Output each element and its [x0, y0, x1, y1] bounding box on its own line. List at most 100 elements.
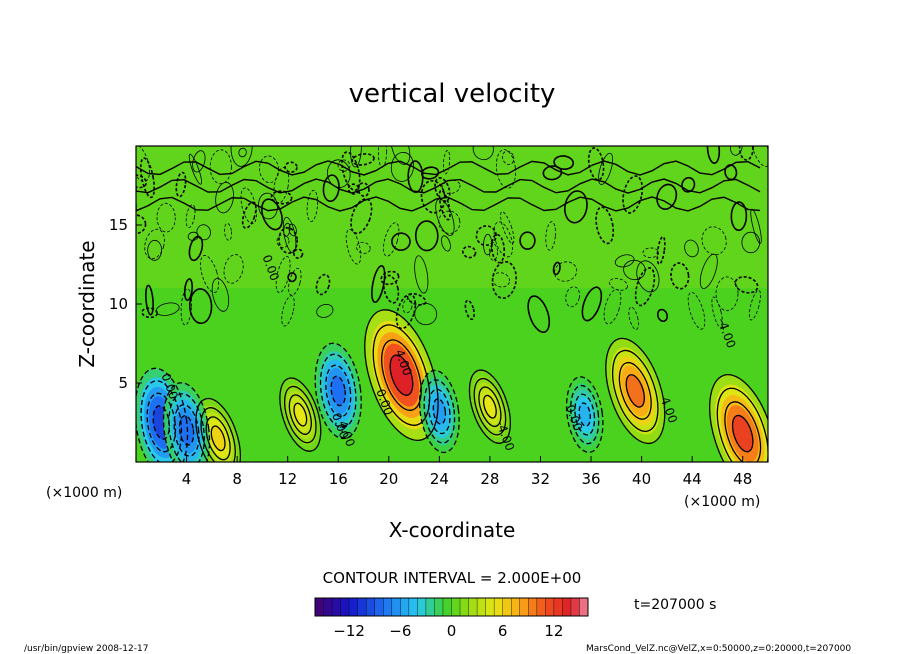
- contour-ring: [173, 404, 200, 457]
- footer-right: MarsCond_VelZ.nc@VelZ,x=0:50000,z=0:2000…: [586, 644, 851, 654]
- contour-ring: [574, 393, 596, 436]
- turbulence-contour: [748, 289, 761, 321]
- turbulence-contour: [656, 235, 666, 265]
- turbulence-contour: [738, 146, 754, 161]
- turbulence-contour: [545, 221, 556, 251]
- contour-ring-set: [605, 337, 666, 445]
- turbulence-contour: [502, 150, 515, 165]
- turbulence-contour: [628, 306, 639, 330]
- colorbar-cell: [332, 598, 341, 616]
- turbulence-contour: [382, 274, 400, 304]
- turbulence-contour: [598, 152, 614, 185]
- turbulence-contour: [241, 201, 257, 229]
- x-tick-label: 16: [329, 470, 348, 488]
- contour-interval: CONTOUR INTERVAL = 2.000E+00: [323, 569, 582, 587]
- turbulence-contour: [278, 226, 299, 254]
- colorbar-cell: [357, 598, 367, 616]
- turbulence-contour: [491, 233, 506, 264]
- contour-ring: [162, 382, 211, 462]
- turbulence-contour: [681, 176, 696, 193]
- turbulence-contour: [734, 276, 759, 294]
- turbulence-contour: [215, 181, 234, 214]
- colorbar-cell: [579, 598, 589, 616]
- contour-ring: [578, 402, 591, 427]
- turbulence-contour: [230, 146, 253, 167]
- contour-ring: [478, 386, 502, 428]
- colorbar-tick-label: −6: [389, 622, 411, 640]
- turbulence-contour: [209, 149, 232, 185]
- turbulence-contour: [614, 254, 635, 268]
- colorbar-tick-label: −12: [333, 622, 365, 640]
- turbulence-contour: [402, 298, 413, 314]
- x-unit-left: (×1000 m): [46, 485, 122, 501]
- contour-ring: [423, 379, 456, 444]
- turbulence-contour: [223, 254, 244, 284]
- turbulence-contour: [623, 259, 646, 281]
- turbulence-contour: [609, 277, 628, 291]
- x-tick-label: 40: [632, 470, 651, 488]
- y-axis-label: Z-coordinate: [75, 240, 99, 367]
- colorbar-cell: [391, 598, 401, 616]
- contour-ring: [611, 349, 659, 432]
- contour-lines: [136, 146, 768, 462]
- turbulence-contour: [383, 222, 400, 257]
- contour-ring: [325, 364, 352, 418]
- turbulence-contour: [656, 183, 678, 210]
- contour-ring-set: [314, 342, 362, 440]
- turbulence-contour: [495, 149, 516, 189]
- downdraft-cell: [315, 343, 362, 439]
- contour-ring: [724, 401, 762, 462]
- turbulence-contour: [273, 167, 290, 204]
- contour-ring: [381, 339, 422, 411]
- contour-ring: [389, 354, 414, 396]
- turbulence-contour: [684, 239, 699, 258]
- colorbar-cell: [417, 598, 427, 616]
- turbulence-contour: [438, 210, 461, 234]
- contour-ring: [716, 387, 768, 462]
- turbulence-contour: [316, 303, 334, 318]
- turbulence-contour: [145, 284, 154, 316]
- colorbar-cell: [485, 598, 495, 616]
- contour-ring-set: [468, 369, 511, 444]
- turbulence-contour: [488, 243, 498, 261]
- contour-ring: [418, 369, 460, 454]
- turbulence-contour: [188, 235, 204, 262]
- colorbar-cell: [536, 598, 546, 616]
- turbulence-contour: [288, 223, 297, 237]
- colorbar-cell: [442, 598, 452, 616]
- contour-ring: [731, 414, 754, 453]
- x-tick-label: 20: [379, 470, 398, 488]
- x-tick-label: 4: [182, 470, 192, 488]
- turbulence-contour: [527, 295, 551, 334]
- turbulence-contour: [259, 155, 280, 184]
- colorbar-cell: [468, 598, 478, 616]
- turbulence-contour: [420, 179, 446, 214]
- turbulence-contour: [434, 177, 451, 203]
- contour-ring: [283, 385, 317, 444]
- contour-ring: [570, 384, 600, 445]
- turbulence-contour: [287, 272, 297, 283]
- upper-contour-line: [136, 160, 761, 176]
- colorbar-tick-label: 6: [498, 622, 508, 640]
- colorbar-cell: [349, 598, 358, 616]
- chart-title: vertical velocity: [349, 79, 556, 109]
- turbulence-contour: [282, 216, 297, 254]
- x-tick-label: 8: [232, 470, 242, 488]
- contour-ring: [195, 397, 242, 462]
- colorbar: −12 −6 0 6 12: [314, 597, 589, 640]
- colorbar-cell: [425, 598, 435, 616]
- footer-left: /usr/bin/gpview 2008-12-17: [24, 644, 148, 654]
- turbulence-contour: [185, 204, 196, 229]
- turbulence-contour: [238, 147, 247, 158]
- turbulence-contour: [293, 248, 304, 259]
- turbulence-contour: [491, 260, 517, 300]
- turbulence-contour: [442, 150, 451, 175]
- turbulence-contour: [183, 278, 193, 301]
- contour-ring: [205, 416, 231, 461]
- turbulence-contour: [139, 157, 156, 199]
- turbulence-contour: [462, 245, 477, 259]
- upper-contour-line: [136, 178, 761, 194]
- contour-ring: [364, 309, 439, 442]
- turbulence-contour: [391, 232, 411, 251]
